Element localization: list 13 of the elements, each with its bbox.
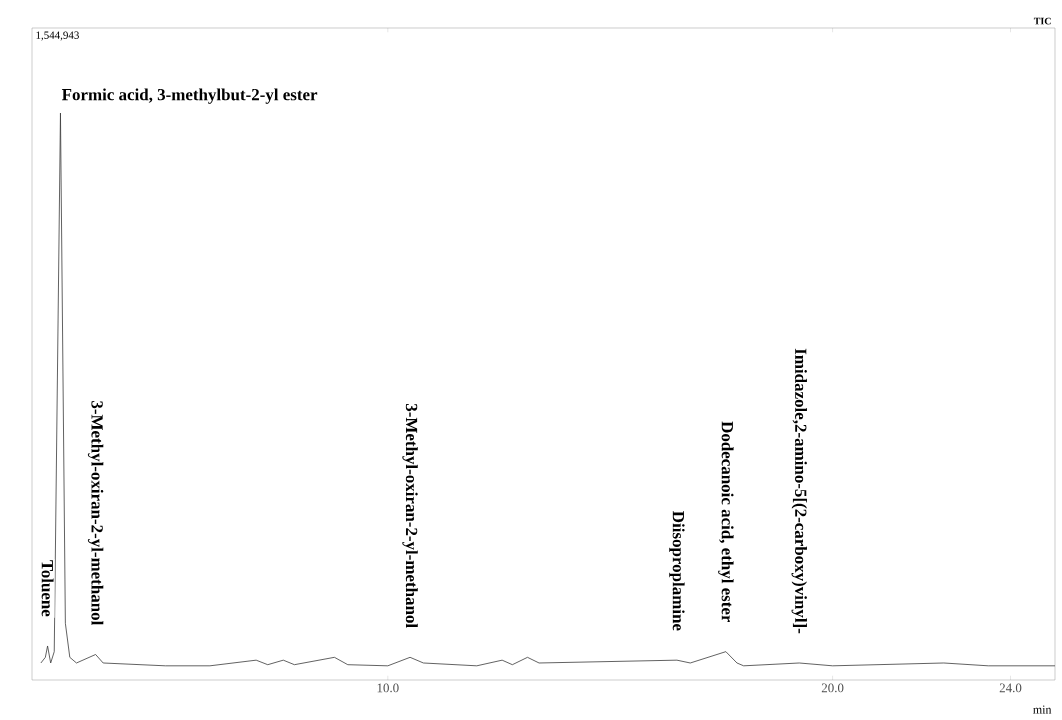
annotation: Toluene	[41, 560, 54, 617]
x-tick-label: 24.0	[999, 683, 1022, 693]
x-axis-title: min	[1033, 705, 1052, 714]
text: 1,544,943	[36, 31, 79, 41]
x-tick-label: 10.0	[377, 683, 399, 693]
annotation: 3-Methyl-oxiran-2-yl-methanol	[402, 403, 418, 628]
annotation: Dodecanoic acid, ethyl ester	[718, 421, 734, 623]
annotation: Formic acid, 3-methylbut-2-yl ester	[61, 88, 318, 104]
annotation: Diisoproplamine	[669, 511, 685, 631]
x-tick-label: 20.0	[821, 683, 844, 693]
annotation: 3-Methyl-oxiran-2-yl-methanol	[87, 401, 104, 626]
text: TIC	[1033, 17, 1051, 25]
annotation: Imidazole,2-amino-5[(2-carboxy)vinyl]-	[791, 348, 807, 634]
